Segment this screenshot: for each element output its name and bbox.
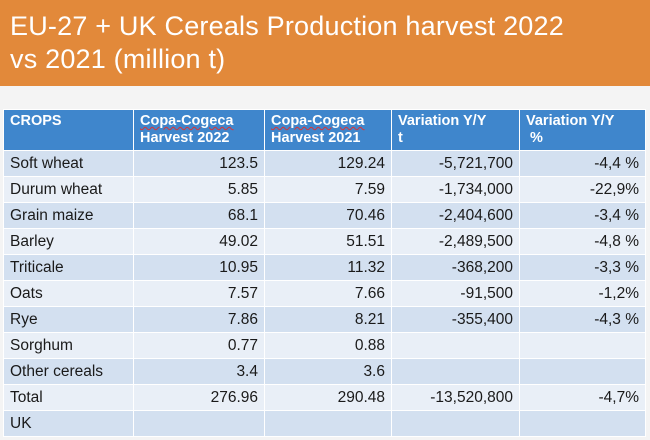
variation-t-cell: [391, 332, 520, 359]
variation-pct-cell: -4,8 %: [519, 228, 646, 255]
harvest-2022-cell: 276.96: [133, 384, 265, 411]
crop-cell: Total: [3, 384, 134, 411]
table-body: Soft wheat 123.5 129.24 -5,721,700 -4,4 % Dur…: [3, 150, 646, 437]
variation-pct-cell: -4,7%: [519, 384, 646, 411]
harvest-2021-cell: 11.32: [264, 254, 392, 281]
header-crops: CROPS: [3, 109, 134, 151]
harvest-2022-cell: 0.77: [133, 332, 265, 359]
variation-t-cell: -368,200: [391, 254, 520, 281]
crop-cell: Barley: [3, 228, 134, 255]
table-row: Triticale 10.95 11.32 -368,200 -3,3 %: [3, 254, 646, 281]
harvest-2021-cell: 8.21: [264, 306, 392, 333]
crop-cell: Triticale: [3, 254, 134, 281]
crop-cell: UK: [3, 410, 134, 437]
harvest-2022-cell: 7.86: [133, 306, 265, 333]
harvest-2021-cell: 7.66: [264, 280, 392, 307]
page-title-line-1: EU-27 + UK Cereals Production harvest 20…: [10, 11, 564, 41]
harvest-2021-cell: 3.6: [264, 358, 392, 385]
title-banner: EU-27 + UK Cereals Production harvest 20…: [0, 0, 650, 86]
harvest-2021-cell: 70.46: [264, 202, 392, 229]
crop-cell: Oats: [3, 280, 134, 307]
variation-pct-cell: [519, 358, 646, 385]
table-row: Total 276.96 290.48 -13,520,800 -4,7%: [3, 384, 646, 411]
variation-pct-cell: -3,4 %: [519, 202, 646, 229]
table-row: Sorghum 0.77 0.88: [3, 332, 646, 359]
variation-pct-cell: -4,4 %: [519, 150, 646, 177]
crop-cell: Other cereals: [3, 358, 134, 385]
harvest-2021-cell: 7.59: [264, 176, 392, 203]
variation-pct-cell: [519, 332, 646, 359]
harvest-2021-cell: 0.88: [264, 332, 392, 359]
table-row: Rye 7.86 8.21 -355,400 -4,3 %: [3, 306, 646, 333]
variation-t-cell: [391, 358, 520, 385]
harvest-2022-cell: 5.85: [133, 176, 265, 203]
harvest-2022-cell: 49.02: [133, 228, 265, 255]
variation-t-cell: -91,500: [391, 280, 520, 307]
variation-pct-cell: -1,2%: [519, 280, 646, 307]
harvest-2021-cell: [264, 410, 392, 437]
variation-t-cell: -355,400: [391, 306, 520, 333]
table-row: Oats 7.57 7.66 -91,500 -1,2%: [3, 280, 646, 307]
variation-t-cell: [391, 410, 520, 437]
header-variation-pct: Variation Y/Y %: [519, 109, 646, 151]
header-harvest-2021: Copa-Cogeca Harvest 2021: [264, 109, 392, 151]
harvest-2022-cell: 68.1: [133, 202, 265, 229]
variation-t-cell: -13,520,800: [391, 384, 520, 411]
harvest-2021-cell: 129.24: [264, 150, 392, 177]
table-row: Barley 49.02 51.51 -2,489,500 -4,8 %: [3, 228, 646, 255]
table-header-row: CROPS Copa-Cogeca Harvest 2022 Copa-Cogec…: [3, 109, 646, 151]
variation-pct-cell: [519, 410, 646, 437]
variation-pct-cell: -4,3 %: [519, 306, 646, 333]
variation-pct-cell: -22,9%: [519, 176, 646, 203]
cereals-production-table: CROPS Copa-Cogeca Harvest 2022 Copa-Cogec…: [3, 109, 646, 437]
crop-cell: Sorghum: [3, 332, 134, 359]
harvest-2022-cell: [133, 410, 265, 437]
variation-t-cell: -2,404,600: [391, 202, 520, 229]
harvest-2022-cell: 7.57: [133, 280, 265, 307]
harvest-2022-cell: 123.5: [133, 150, 265, 177]
header-variation-t: Variation Y/Y t: [391, 109, 520, 151]
page-title-line-2: vs 2021 (million t): [10, 44, 226, 74]
table-row: Durum wheat 5.85 7.59 -1,734,000 -22,9%: [3, 176, 646, 203]
harvest-2021-cell: 51.51: [264, 228, 392, 255]
variation-t-cell: -5,721,700: [391, 150, 520, 177]
variation-t-cell: -2,489,500: [391, 228, 520, 255]
variation-t-cell: -1,734,000: [391, 176, 520, 203]
harvest-2022-cell: 3.4: [133, 358, 265, 385]
harvest-2022-cell: 10.95: [133, 254, 265, 281]
crop-cell: Durum wheat: [3, 176, 134, 203]
table-row: Soft wheat 123.5 129.24 -5,721,700 -4,4 %: [3, 150, 646, 177]
table-row: UK: [3, 410, 646, 437]
cereals-table-container: CROPS Copa-Cogeca Harvest 2022 Copa-Cogec…: [3, 109, 646, 437]
table-row: Other cereals 3.4 3.6: [3, 358, 646, 385]
variation-pct-cell: -3,3 %: [519, 254, 646, 281]
crop-cell: Soft wheat: [3, 150, 134, 177]
crop-cell: Grain maize: [3, 202, 134, 229]
harvest-2021-cell: 290.48: [264, 384, 392, 411]
table-row: Grain maize 68.1 70.46 -2,404,600 -3,4 %: [3, 202, 646, 229]
header-harvest-2022: Copa-Cogeca Harvest 2022: [133, 109, 265, 151]
crop-cell: Rye: [3, 306, 134, 333]
